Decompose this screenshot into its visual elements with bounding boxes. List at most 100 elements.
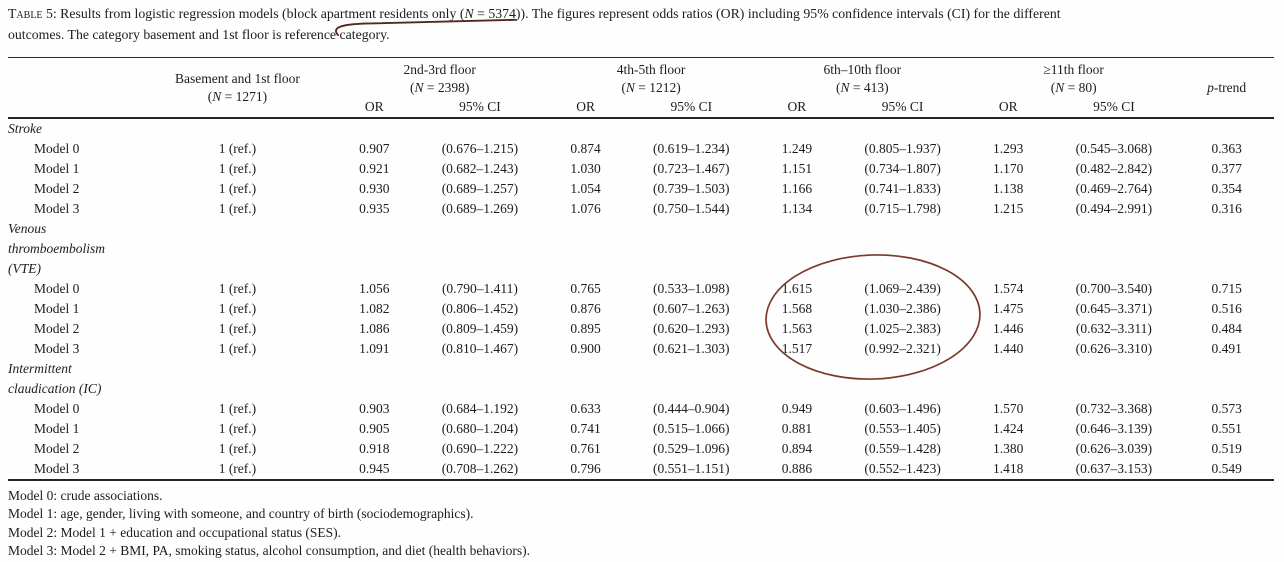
table-row: Model 0 1 (ref.) 1.056 (0.790–1.411) 0.7…: [8, 279, 1274, 299]
ci-cell: (0.533–1.098): [653, 281, 730, 296]
row-label: Model 2: [34, 441, 80, 456]
ci-cell: (0.621–1.303): [653, 341, 730, 356]
col-header-or: OR: [334, 97, 415, 119]
row-label: Model 0: [34, 281, 80, 296]
or-cell: 1.568: [781, 301, 813, 316]
or-cell: 1.249: [781, 141, 813, 156]
or-cell: 0.765: [570, 281, 601, 296]
caption-line-1: Table 5: Results from logistic regressio…: [8, 3, 1276, 24]
or-cell: 0.949: [781, 401, 813, 416]
ci-cell: (0.676–1.215): [441, 141, 519, 156]
or-cell: 1.380: [993, 441, 1024, 456]
section-label-ic: Intermittent claudication (IC): [8, 361, 102, 396]
table-row: Model 1 1 (ref.) 0.921 (0.682–1.243) 1.0…: [8, 159, 1274, 179]
or-cell: 1.151: [781, 161, 813, 176]
or-cell: 0.886: [756, 459, 838, 481]
floor-label: 4th-5th floor: [616, 62, 686, 77]
ci-cell: (0.741–1.833): [864, 181, 941, 196]
ptrend-cell: 0.549: [1179, 459, 1274, 481]
floor-n: (N = 413): [836, 80, 889, 95]
ref-cell: 1 (ref.): [218, 421, 257, 436]
floor-label: 2nd-3rd floor: [403, 62, 476, 77]
or-cell: 0.761: [570, 441, 601, 456]
row-label: Model 1: [34, 301, 80, 316]
or-cell: 1.166: [781, 181, 813, 196]
or-cell: 1.475: [993, 301, 1024, 316]
or-cell: 0.876: [570, 301, 601, 316]
or-cell: 1.418: [967, 459, 1049, 481]
caption-table-tag: Table 5:: [8, 6, 57, 21]
ci-cell: (0.810–1.467): [441, 341, 519, 356]
caption-text: Results from logistic regression models …: [56, 6, 287, 21]
ci-cell: (0.545–3.068): [1075, 141, 1153, 156]
ref-cell: 1 (ref.): [218, 301, 257, 316]
ref-cell: 1 (ref.): [218, 441, 257, 456]
or-cell: 1.170: [993, 161, 1024, 176]
ci-cell: (0.482–2.842): [1075, 161, 1153, 176]
or-cell: 1.424: [993, 421, 1024, 436]
floor-label: ≥11th floor: [1043, 62, 1104, 77]
row-label: Model 0: [34, 401, 80, 416]
ci-cell: (0.690–1.222): [441, 441, 519, 456]
ci-cell: (0.559–1.428): [864, 441, 941, 456]
ci-cell: (0.626–3.039): [1075, 441, 1153, 456]
ci-cell: (1.069–2.439): [864, 281, 941, 296]
or-cell: 0.874: [570, 141, 601, 156]
ci-cell: (0.682–1.243): [441, 161, 519, 176]
col-header-floor-2-3: 2nd-3rd floor (N = 2398): [334, 58, 545, 98]
col-header-floor-4-5: 4th-5th floor (N = 1212): [545, 58, 756, 98]
ref-cell: 1 (ref.): [218, 161, 257, 176]
col-header-basement: Basement and 1st floor (N = 1271): [140, 57, 335, 119]
ci-cell: (0.620–1.293): [653, 321, 730, 336]
ref-cell: 1 (ref.): [218, 201, 257, 216]
or-cell: 1.086: [359, 321, 390, 336]
or-cell: 0.945: [334, 459, 415, 481]
annotated-phrase: block apartment residents: [286, 6, 429, 21]
ci-cell: (0.469–2.764): [1075, 181, 1153, 196]
section-header-row: Venous thromboembolism (VTE): [8, 219, 1274, 279]
ptrend-cell: 0.354: [1211, 181, 1242, 196]
caption-line-2: outcomes. The category basement and 1st …: [8, 27, 390, 42]
ci-cell: (0.444–0.904): [653, 401, 730, 416]
ci-cell: (0.607–1.263): [653, 301, 730, 316]
section-label-stroke: Stroke: [8, 121, 42, 136]
ci-cell: (0.529–1.096): [653, 441, 730, 456]
or-cell: 1.076: [570, 201, 601, 216]
ptrend-cell: 0.573: [1211, 401, 1242, 416]
floor-n: (N = 80): [1050, 80, 1097, 95]
ci-cell: (0.494–2.991): [1075, 201, 1153, 216]
footnote: Model 0: crude associations.: [8, 488, 163, 503]
or-cell: 0.905: [359, 421, 390, 436]
ci-cell: (0.689–1.257): [441, 181, 519, 196]
ci-cell: (0.992–2.321): [864, 341, 941, 356]
col-header-or: OR: [756, 97, 838, 119]
ci-cell: (0.805–1.937): [864, 141, 941, 156]
caption-n-symbol: N: [464, 6, 474, 21]
ptrend-cell: 0.491: [1211, 341, 1242, 356]
ci-cell: (0.637–3.153): [1048, 459, 1180, 481]
row-label: Model 1: [34, 421, 80, 436]
row-label: Model 2: [34, 181, 80, 196]
table-row: Model 3 1 (ref.) 0.945 (0.708–1.262) 0.7…: [8, 459, 1274, 481]
ref-cell: 1 (ref.): [218, 401, 257, 416]
ci-cell: (1.025–2.383): [864, 321, 941, 336]
or-cell: 0.796: [545, 459, 626, 481]
ci-cell: (0.689–1.269): [441, 201, 519, 216]
ref-cell: 1 (ref.): [218, 321, 257, 336]
or-cell: 0.918: [359, 441, 390, 456]
ptrend-cell: 0.519: [1211, 441, 1242, 456]
section-header-row: Intermittent claudication (IC): [8, 359, 1274, 399]
ptrend-cell: 0.484: [1211, 321, 1242, 336]
or-cell: 1.082: [359, 301, 390, 316]
ci-cell: (0.619–1.234): [653, 141, 730, 156]
ci-cell: (0.723–1.467): [653, 161, 730, 176]
or-cell: 1.574: [993, 281, 1024, 296]
table-row: Model 1 1 (ref.) 0.905 (0.680–1.204) 0.7…: [8, 419, 1274, 439]
ci-cell: (0.790–1.411): [441, 281, 518, 296]
table-footnotes: Model 0: crude associations. Model 1: ag…: [8, 487, 1276, 561]
ci-cell: (0.645–3.371): [1075, 301, 1153, 316]
ci-cell: (0.750–1.544): [653, 201, 730, 216]
col-header-floor-6-10: 6th–10th floor (N = 413): [757, 58, 968, 98]
header-row-orci: OR 95% CI OR 95% CI OR 95% CI OR 95% CI: [8, 97, 1274, 119]
